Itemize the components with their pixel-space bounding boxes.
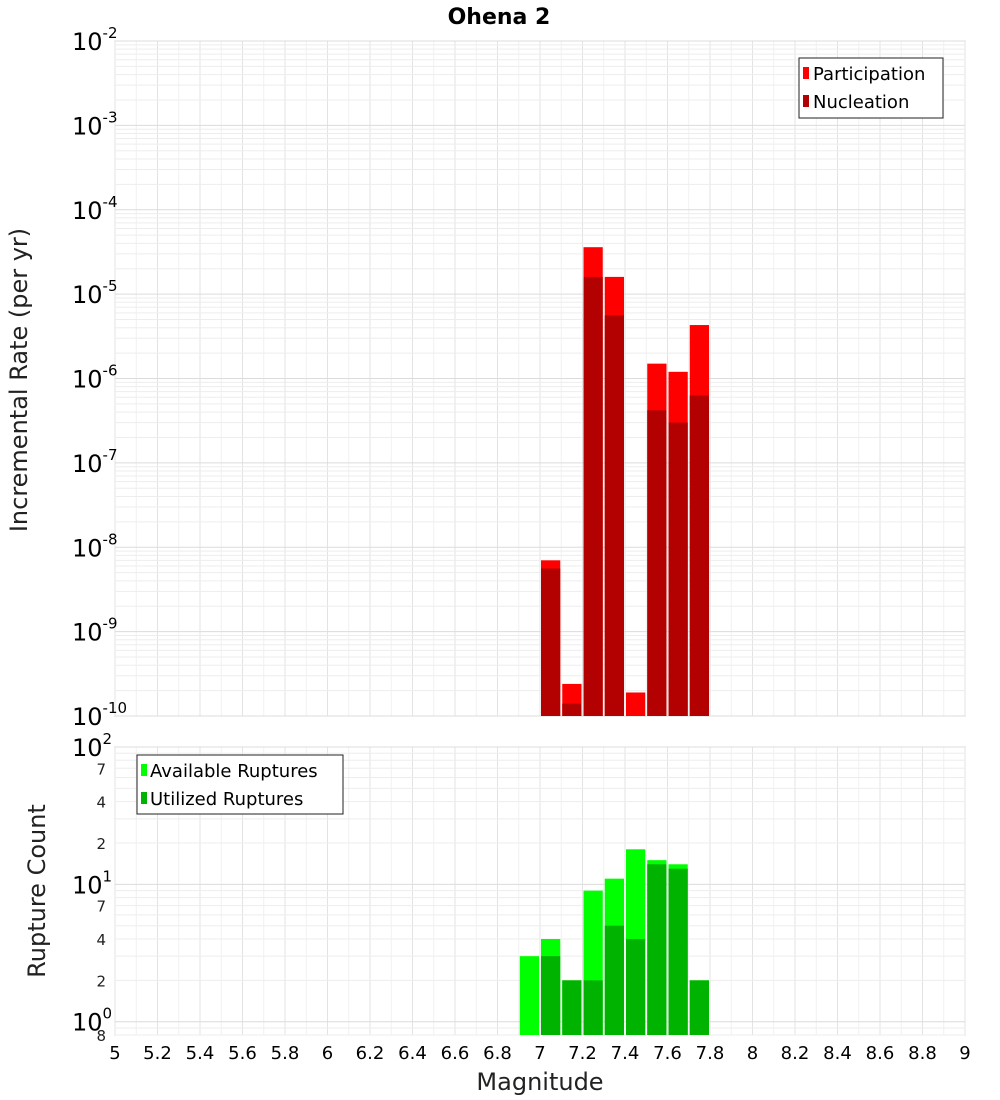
x-tick-label: 5.4 [186, 1043, 215, 1064]
bar-nucleation [668, 422, 688, 716]
y-tick-label: 100 [72, 1005, 112, 1037]
bottom-y-axis-label: Rupture Count [23, 804, 51, 978]
legend-swatch-nucleation [803, 95, 809, 107]
bottom-legend-box [136, 754, 344, 815]
bar-nucleation [541, 568, 561, 716]
bar-nucleation [562, 703, 582, 716]
top-grid [114, 40, 966, 717]
y-minor-tick-label: 4 [96, 794, 106, 812]
bottom-y-ticks: 102 101 100 7 4 2 7 4 2 8 [72, 730, 112, 1045]
y-tick-label: 102 [72, 730, 112, 762]
top-y-axis-label: Incremental Rate (per yr) [5, 228, 33, 532]
x-tick-label: 8 [747, 1043, 758, 1064]
y-tick-label: 10-7 [72, 446, 118, 478]
x-tick-label: 6.8 [483, 1043, 512, 1064]
y-tick-label: 10-8 [72, 530, 118, 562]
top-y-ticks: 10-10 10-9 10-8 10-7 10-6 10-5 10-4 10-3 10-2 [72, 24, 127, 731]
bar-utilized-ruptures [562, 980, 582, 1035]
bar-nucleation [583, 276, 603, 716]
bar-nucleation [604, 315, 624, 716]
x-tick-label: 8.4 [823, 1043, 852, 1064]
x-tick-label: 5 [109, 1043, 120, 1064]
y-tick-label: 101 [72, 867, 112, 899]
x-tick-label: 6 [322, 1043, 333, 1064]
y-minor-tick-label: 7 [96, 898, 106, 916]
y-tick-label: 10-10 [72, 699, 127, 731]
top-legend-box [798, 57, 944, 119]
bar-utilized-ruptures [647, 864, 667, 1035]
x-tick-label: 7.4 [611, 1043, 640, 1064]
x-tick-label: 7.2 [568, 1043, 597, 1064]
top-panel: 10-10 10-9 10-8 10-7 10-6 10-5 10-4 10-3 10-2 In… [5, 24, 966, 731]
x-ticks: 5 5.2 5.4 5.6 5.8 6 6.2 6.4 6.6 6.8 7 7.2 7.4 7.6 7.8 8… [109, 1043, 970, 1064]
x-tick-label: 9 [959, 1043, 970, 1064]
legend-label-utilized-ruptures: Utilized Ruptures [150, 789, 303, 810]
x-tick-label: 5.6 [228, 1043, 257, 1064]
x-tick-label: 6.2 [356, 1043, 385, 1064]
bar-utilized-ruptures [583, 980, 603, 1035]
x-axis-label: Magnitude [476, 1068, 603, 1096]
y-tick-label: 10-5 [72, 277, 118, 309]
x-tick-label: 8.8 [908, 1043, 937, 1064]
x-tick-label: 5.2 [143, 1043, 172, 1064]
bottom-bars [519, 849, 709, 1035]
chart-title: Ohena 2 [448, 5, 551, 30]
top-legend: Participation Nucleation [798, 57, 944, 119]
x-tick-label: 7 [534, 1043, 545, 1064]
y-minor-tick-label: 2 [96, 835, 106, 853]
y-tick-label: 10-4 [72, 193, 118, 225]
y-minor-tick-label: 4 [96, 931, 106, 949]
x-tick-label: 6.4 [398, 1043, 427, 1064]
bar-utilized-ruptures [689, 980, 709, 1035]
x-tick-label: 8.2 [781, 1043, 810, 1064]
legend-swatch-utilized-ruptures [141, 792, 147, 804]
bottom-legend: Available Ruptures Utilized Ruptures [136, 754, 344, 815]
bar-nucleation [689, 395, 709, 716]
top-bars [541, 247, 709, 716]
legend-label-available-ruptures: Available Ruptures [150, 761, 318, 782]
bar-available-ruptures [519, 956, 539, 1035]
bar-utilized-ruptures [541, 956, 561, 1035]
x-tick-label: 8.6 [866, 1043, 895, 1064]
y-tick-label: 10-9 [72, 615, 118, 647]
y-tick-label: 10-2 [72, 24, 118, 56]
legend-label-participation: Participation [813, 64, 925, 85]
legend-swatch-participation [803, 67, 809, 79]
x-tick-label: 5.8 [271, 1043, 300, 1064]
legend-label-nucleation: Nucleation [813, 92, 909, 113]
x-tick-label: 6.6 [441, 1043, 470, 1064]
bottom-panel: 102 101 100 7 4 2 7 4 2 8 5 5.2 5.4 5.6 5.8 6 6.2 6.4 6.6… [23, 730, 971, 1096]
legend-swatch-available-ruptures [141, 764, 147, 776]
y-tick-label: 10-6 [72, 362, 118, 394]
y-minor-tick-label: 2 [96, 972, 106, 990]
y-minor-tick-label: 8 [96, 1027, 106, 1045]
x-tick-label: 7.8 [696, 1043, 725, 1064]
bar-utilized-ruptures [626, 939, 646, 1035]
x-tick-label: 7.6 [653, 1043, 682, 1064]
bar-participation [626, 692, 646, 716]
bar-nucleation [647, 410, 667, 716]
y-minor-tick-label: 7 [96, 760, 106, 778]
bar-utilized-ruptures [604, 925, 624, 1035]
y-tick-label: 10-3 [72, 108, 118, 140]
bar-utilized-ruptures [668, 868, 688, 1035]
